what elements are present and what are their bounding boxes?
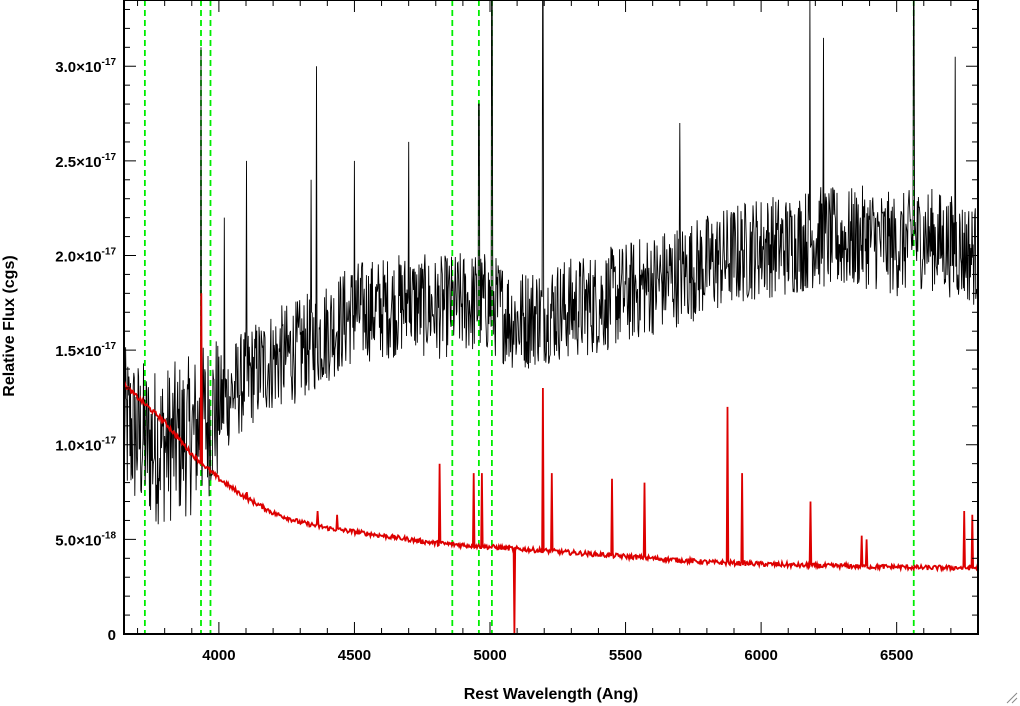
y-tick-label: 5.0×10-18 [55, 530, 116, 549]
observed-spectrum-line [123, 0, 979, 525]
y-tick-label: 2.0×10-17 [55, 246, 116, 265]
ticks-group [124, 0, 979, 635]
series-group [123, 0, 979, 635]
x-axis-label: Rest Wavelength (Ang) [464, 686, 639, 703]
y-tick-label: 2.5×10-17 [55, 152, 116, 171]
x-tick-labels: 4000 4500 5000 5500 6000 6500 [202, 647, 913, 664]
y-tick-label: 1.0×10-17 [55, 436, 116, 455]
x-tick-label: 6500 [880, 647, 913, 664]
x-tick-label: 4500 [338, 647, 371, 664]
model-spectrum-line [123, 293, 979, 635]
resize-grip-icon[interactable] [1004, 690, 1018, 704]
y-tick-label: 0 [108, 627, 116, 644]
y-axis-label: Relative Flux (cgs) [1, 255, 18, 396]
y-tick-labels: 0 5.0×10-18 1.0×10-17 1.5×10-17 2.0×10-17 2.5… [55, 57, 116, 644]
x-tick-label: 4000 [202, 647, 235, 664]
x-tick-label: 5000 [473, 647, 506, 664]
x-tick-label: 5500 [609, 647, 642, 664]
x-tick-label: 6000 [744, 647, 777, 664]
plot-frame [123, 0, 979, 635]
y-tick-label: 3.0×10-17 [55, 57, 116, 76]
y-tick-label: 1.5×10-17 [55, 341, 116, 360]
